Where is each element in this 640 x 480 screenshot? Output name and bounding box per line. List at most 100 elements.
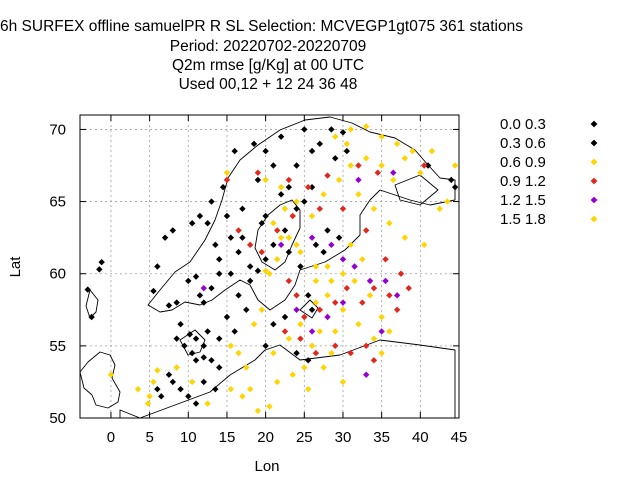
station-point-1 <box>339 129 347 136</box>
station-point-5 <box>351 263 358 270</box>
station-point-4 <box>324 172 331 179</box>
station-point-3 <box>444 198 451 205</box>
legend-label-4: 0.9 1.2 <box>500 173 546 190</box>
station-point-3 <box>417 169 424 176</box>
station-point-1 <box>250 140 258 148</box>
station-point-6 <box>266 270 273 277</box>
station-point-5 <box>362 371 370 378</box>
station-point-1 <box>177 385 184 393</box>
station-point-5 <box>308 328 316 335</box>
station-point-1 <box>301 126 308 133</box>
station-point-3 <box>227 385 235 393</box>
legend-label-5: 1.2 1.5 <box>500 192 546 209</box>
station-point-3 <box>436 205 443 212</box>
station-point-1 <box>98 258 105 266</box>
station-point-1 <box>219 183 227 191</box>
station-point-6 <box>270 349 277 357</box>
station-point-6 <box>347 126 354 133</box>
station-point-4 <box>374 169 381 176</box>
station-point-1 <box>277 191 285 198</box>
station-point-2 <box>312 241 320 249</box>
legend: 0.0 0.3 0.3 0.6 0.6 0.9 0.9 1.2 1.2 1.5 1.5 1… <box>500 116 598 228</box>
station-point-1 <box>192 400 200 407</box>
station-point-5 <box>339 299 347 306</box>
station-point-3 <box>451 162 459 169</box>
station-point-5 <box>366 277 374 285</box>
station-point-3 <box>250 321 258 328</box>
station-point-4 <box>332 342 339 350</box>
station-point-6 <box>409 147 416 155</box>
station-point-2 <box>208 284 215 292</box>
station-point-1 <box>96 266 103 273</box>
station-point-4 <box>316 205 323 212</box>
station-point-3 <box>355 321 362 328</box>
station-point-2 <box>216 335 223 342</box>
x-axis-label: Lon <box>254 458 279 475</box>
station-point-6 <box>144 400 152 407</box>
station-point-4 <box>258 248 265 256</box>
station-point-5 <box>277 241 285 249</box>
station-point-6 <box>320 364 327 371</box>
station-point-4 <box>362 342 370 350</box>
station-point-3 <box>378 162 385 169</box>
station-point-3 <box>355 191 362 198</box>
station-point-3 <box>320 191 327 198</box>
station-point-3 <box>188 378 196 386</box>
station-point-5 <box>308 234 316 241</box>
station-point-6 <box>312 263 320 270</box>
station-point-1 <box>308 147 316 155</box>
station-point-1 <box>188 220 196 227</box>
station-point-1 <box>158 393 165 400</box>
station-point-2 <box>285 248 293 256</box>
station-point-4 <box>281 328 289 335</box>
station-point-1 <box>223 212 231 220</box>
station-point-1 <box>165 371 173 378</box>
station-point-1 <box>451 183 459 191</box>
legend-marker-6 <box>590 215 598 223</box>
station-point-2 <box>227 234 235 241</box>
station-point-4 <box>316 306 323 313</box>
station-point-3 <box>401 234 409 241</box>
station-point-2 <box>246 263 254 270</box>
station-point-5 <box>293 306 300 313</box>
station-point-4 <box>397 270 405 277</box>
station-point-3 <box>289 371 296 378</box>
station-point-1 <box>254 267 262 275</box>
station-point-3 <box>386 220 393 227</box>
station-point-3 <box>347 241 354 249</box>
station-point-1 <box>196 292 204 299</box>
station-point-1 <box>161 234 169 241</box>
legend-marker-5 <box>590 196 598 204</box>
station-point-3 <box>378 349 385 357</box>
station-point-1 <box>185 277 192 285</box>
station-point-1 <box>293 162 300 169</box>
station-point-4 <box>274 227 281 234</box>
station-point-1 <box>204 220 211 227</box>
y-axis-tick-labels: 50 55 60 65 70 <box>49 121 66 427</box>
station-point-3 <box>339 270 347 277</box>
station-point-4 <box>359 299 366 306</box>
station-point-3 <box>223 169 231 176</box>
station-point-6 <box>297 321 304 328</box>
station-point-3 <box>243 364 250 371</box>
x-axis-tick-labels: 0 5 10 15 20 25 30 35 40 45 <box>107 429 468 446</box>
legend-label-6: 1.5 1.8 <box>500 211 546 228</box>
station-point-4 <box>420 162 428 169</box>
station-point-1 <box>212 385 219 393</box>
station-point-4 <box>312 349 320 357</box>
station-point-3 <box>420 241 428 249</box>
station-point-2 <box>281 227 289 234</box>
station-point-1 <box>192 273 200 280</box>
station-point-3 <box>293 198 300 205</box>
station-point-5 <box>393 292 401 299</box>
station-point-5 <box>390 169 397 176</box>
station-point-1 <box>169 227 177 234</box>
legend-label-3: 0.6 0.9 <box>500 154 546 171</box>
station-point-1 <box>188 349 196 357</box>
station-point-6 <box>297 248 304 256</box>
station-point-2 <box>335 234 343 241</box>
station-point-3 <box>362 155 370 162</box>
legend-label-1: 0.0 0.3 <box>500 116 546 133</box>
station-point-2 <box>281 313 289 321</box>
station-point-4 <box>235 227 242 234</box>
